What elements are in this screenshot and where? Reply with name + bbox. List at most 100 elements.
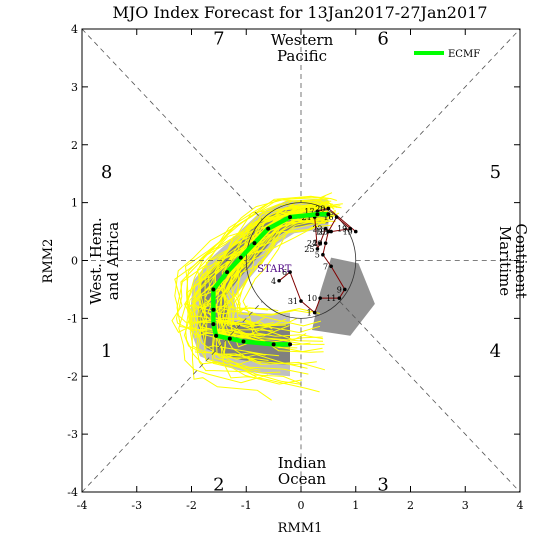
observed-point bbox=[329, 229, 333, 234]
phase-label: 4 bbox=[490, 341, 501, 362]
forecast-point bbox=[225, 270, 230, 275]
diagonal-line bbox=[81, 301, 263, 493]
observed-point-label: 19 bbox=[343, 228, 353, 237]
observed-point bbox=[315, 247, 320, 251]
x-tick-label: -4 bbox=[77, 499, 88, 512]
region-label-left: and Africa bbox=[104, 222, 122, 300]
observed-point bbox=[348, 226, 353, 231]
observed-point-label: 9 bbox=[337, 285, 342, 294]
observed-point bbox=[277, 278, 281, 283]
region-label-right: Maritime bbox=[496, 226, 514, 296]
observed-point-label: 7 bbox=[323, 262, 328, 271]
ensemble-line bbox=[228, 200, 337, 316]
region-label-top: Western bbox=[271, 31, 334, 49]
ensemble-line bbox=[176, 195, 327, 336]
forecast-point bbox=[241, 339, 246, 344]
ensemble-line bbox=[242, 220, 336, 353]
x-tick-label: 2 bbox=[407, 499, 414, 512]
observed-point bbox=[343, 287, 347, 292]
ensemble-line bbox=[178, 209, 334, 384]
phase-label: 6 bbox=[377, 29, 388, 50]
region-label-right: Continent bbox=[512, 223, 530, 298]
observed-point-label: 19 bbox=[337, 225, 347, 234]
observed-point-label: 10 bbox=[307, 294, 317, 303]
observed-point-label: 23 bbox=[318, 228, 328, 237]
forecast-point bbox=[288, 215, 293, 220]
y-tick-label: -3 bbox=[67, 428, 78, 441]
observed-point bbox=[326, 206, 331, 211]
y-tick-label: 2 bbox=[71, 139, 78, 152]
legend-label: ECMF bbox=[448, 49, 480, 60]
observed-point-label: 6 bbox=[282, 268, 287, 277]
phase-label: 3 bbox=[377, 474, 388, 495]
observed-point bbox=[323, 226, 328, 231]
y-tick-label: -2 bbox=[67, 370, 78, 383]
y-tick-label: 3 bbox=[71, 81, 78, 94]
observed-point-label: 24 bbox=[307, 239, 317, 248]
phase-label: 1 bbox=[101, 341, 112, 362]
region-label-left: West. Hem. bbox=[87, 217, 105, 304]
y-tick-label: 1 bbox=[71, 197, 78, 210]
x-tick-label: -3 bbox=[131, 499, 142, 512]
ensemble-line bbox=[191, 201, 320, 315]
diagonal-line bbox=[81, 28, 263, 220]
phase-label: 5 bbox=[490, 162, 501, 183]
diagonal-line bbox=[339, 301, 521, 493]
chart-title: MJO Index Forecast for 13Jan2017-27Jan20… bbox=[112, 3, 487, 22]
y-tick-label: -1 bbox=[67, 312, 78, 325]
observed-point bbox=[312, 310, 317, 315]
x-tick-label: -2 bbox=[186, 499, 197, 512]
phase-label: 8 bbox=[101, 162, 112, 183]
y-tick-label: 4 bbox=[71, 23, 78, 36]
observed-point-label: 18 bbox=[315, 228, 325, 237]
ensemble-line bbox=[223, 224, 332, 384]
observed-point-label: 31 bbox=[288, 297, 298, 306]
phase-label: 2 bbox=[213, 474, 224, 495]
observed-point bbox=[299, 299, 303, 303]
ensemble-line bbox=[194, 212, 322, 341]
ensemble-line bbox=[175, 203, 327, 336]
forecast-point bbox=[211, 287, 216, 292]
forecast-point bbox=[315, 212, 320, 217]
observed-point-label: 11 bbox=[326, 294, 336, 303]
forecast-point bbox=[326, 212, 331, 217]
region-label-bottom: Ocean bbox=[278, 470, 327, 488]
region-label-bottom: Indian bbox=[278, 454, 327, 472]
observed-point-label: 20 bbox=[315, 204, 325, 213]
forecast-point bbox=[227, 336, 232, 341]
forecast-point bbox=[252, 241, 257, 246]
x-axis-label: RMM1 bbox=[278, 521, 323, 536]
phase-label: 7 bbox=[213, 29, 224, 50]
ensemble-line bbox=[204, 199, 325, 312]
observed-point bbox=[288, 270, 292, 274]
x-tick-label: -1 bbox=[241, 499, 252, 512]
observed-point-label: 22 bbox=[312, 225, 322, 234]
forecast-point bbox=[288, 342, 293, 347]
y-tick-label: -4 bbox=[67, 486, 78, 499]
forecast-point bbox=[214, 333, 219, 338]
ensemble-line bbox=[184, 203, 318, 314]
observed-point-label: 20 bbox=[312, 239, 322, 248]
observed-point bbox=[353, 229, 358, 234]
ensemble-line bbox=[236, 218, 328, 340]
observed-point bbox=[323, 241, 328, 245]
start-label: START bbox=[257, 264, 292, 275]
observed-point bbox=[318, 296, 322, 300]
y-axis-label: RMM2 bbox=[41, 239, 56, 284]
ensemble-line bbox=[174, 195, 328, 325]
ensemble-line bbox=[196, 221, 322, 378]
observed-point bbox=[321, 252, 325, 257]
observed-point bbox=[334, 215, 339, 219]
reference-guides bbox=[81, 28, 521, 493]
forecast-point bbox=[238, 255, 243, 260]
x-tick-label: 4 bbox=[517, 499, 524, 512]
observed-point-label: 1 bbox=[307, 309, 312, 318]
ensemble-line bbox=[197, 219, 325, 359]
forecast-point bbox=[266, 226, 271, 231]
